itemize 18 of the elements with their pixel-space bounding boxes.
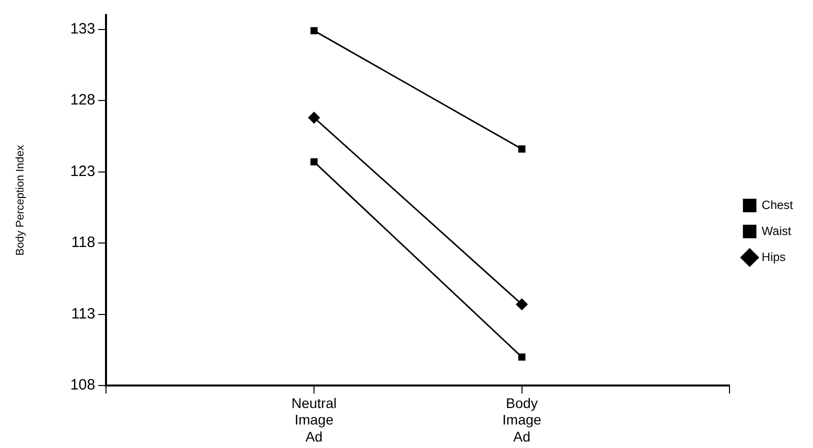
- point: [310, 158, 318, 166]
- point: [308, 112, 320, 124]
- y-axis-title: Body Perception Index: [14, 144, 27, 256]
- y-tick-label: 113: [71, 305, 96, 322]
- point: [310, 27, 318, 34]
- y-tick-label: 133: [70, 20, 96, 38]
- legend-label: Waist: [762, 224, 792, 238]
- point: [518, 145, 526, 153]
- y-tick-label: 128: [70, 92, 96, 109]
- y-tick-label: 108: [70, 376, 96, 394]
- x-tick-label: Neutral Image Ad: [291, 394, 337, 444]
- legend-label: Hips: [762, 250, 786, 264]
- legend-label: Chest: [762, 198, 794, 212]
- y-tick-label: 118: [71, 234, 96, 252]
- x-tick-label: Body Image Ad: [502, 394, 542, 444]
- y-tick-label: 123: [70, 162, 96, 180]
- point: [516, 298, 528, 310]
- point: [518, 354, 526, 361]
